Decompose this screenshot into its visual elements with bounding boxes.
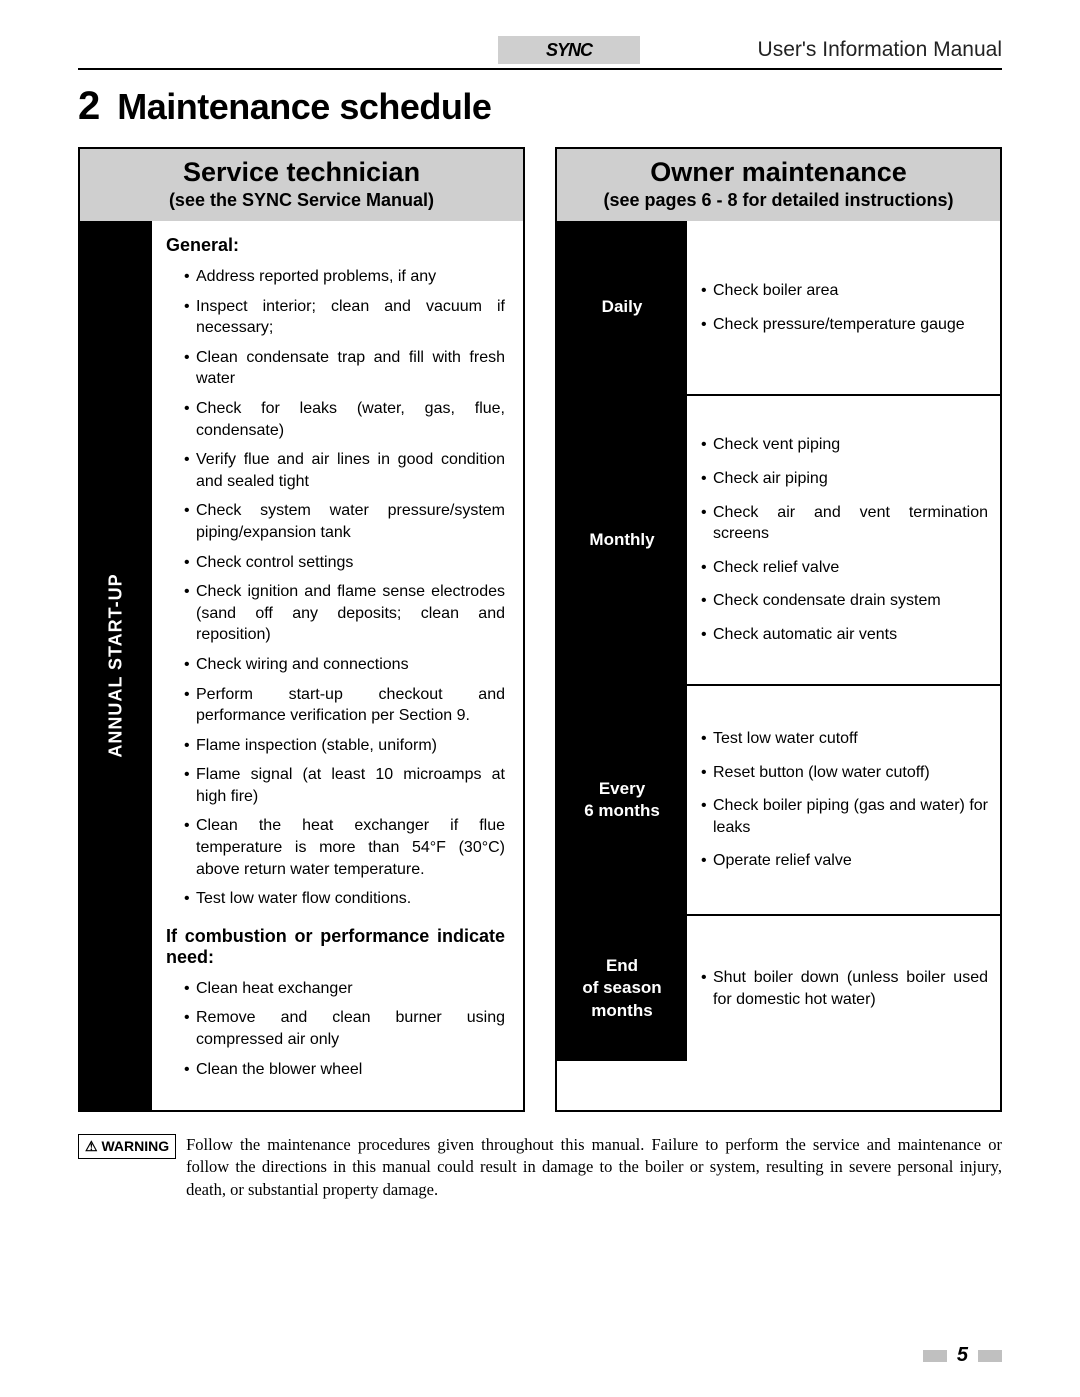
list-item: Clean heat exchanger [184, 978, 505, 1000]
list-item: Check control settings [184, 552, 505, 574]
owner-row-items: Test low water cutoff Reset button (low w… [687, 686, 1000, 914]
owner-rows: Daily Check boiler area Check pressure/tem… [557, 221, 1000, 1110]
manual-title: User's Information Manual [758, 38, 1002, 62]
owner-row: Endof seasonmonths Shut boiler down (unle… [557, 916, 1000, 1061]
list-item: Remove and clean burner using compressed… [184, 1007, 505, 1050]
list-item: Check system water pressure/system pipin… [184, 500, 505, 543]
owner-row-items: Check boiler area Check pressure/temperat… [687, 221, 1000, 394]
columns: Service technician (see the SYNC Service… [78, 147, 1002, 1112]
logo-text: SYNC [546, 40, 592, 61]
service-title: Service technician [86, 157, 517, 188]
list-item: Address reported problems, if any [184, 266, 505, 288]
service-content: General: Address reported problems, if a… [152, 221, 523, 1110]
list-item: Test low water cutoff [699, 728, 988, 750]
page-number: 5 [957, 1344, 968, 1367]
list-item: Check relief valve [699, 557, 988, 579]
list-item: Flame signal (at least 10 microamps at h… [184, 764, 505, 807]
service-body: ANNUAL START-UP General: Address reporte… [80, 221, 523, 1110]
owner-row-label: Daily [557, 221, 687, 394]
combustion-heading: If combustion or performance indicate ne… [166, 926, 505, 968]
list-item: Check wiring and connections [184, 654, 505, 676]
list-item: Check air piping [699, 468, 988, 490]
general-list: Address reported problems, if any Inspect… [166, 266, 505, 910]
service-rail: ANNUAL START-UP [80, 221, 152, 1110]
owner-row-items: Check vent piping Check air piping Check a… [687, 396, 1000, 684]
list-item: Check for leaks (water, gas, flue, conde… [184, 398, 505, 441]
list-item: Reset button (low water cutoff) [699, 762, 988, 784]
service-rail-text: ANNUAL START-UP [106, 573, 127, 757]
list-item: Test low water flow conditions. [184, 888, 505, 910]
owner-subtitle: (see pages 6 - 8 for detailed instructio… [563, 190, 994, 211]
chapter-title: Maintenance schedule [117, 86, 491, 127]
chapter-number: 2 [78, 84, 100, 128]
service-column: Service technician (see the SYNC Service… [78, 147, 525, 1112]
list-item: Check air and vent termination screens [699, 502, 988, 545]
owner-row-items: Shut boiler down (unless boiler used for… [687, 916, 1000, 1061]
page-bar-left [923, 1350, 947, 1362]
list-item: Inspect interior; clean and vacuum if ne… [184, 296, 505, 339]
page-header: SYNC User's Information Manual [78, 36, 1002, 70]
chapter-heading: 2 Maintenance schedule [78, 84, 1002, 129]
warning-block: ⚠ WARNING Follow the maintenance procedu… [78, 1134, 1002, 1201]
owner-row-label: Every6 months [557, 686, 687, 914]
general-heading: General: [166, 235, 505, 256]
list-item: Shut boiler down (unless boiler used for… [699, 967, 988, 1010]
list-item: Check vent piping [699, 434, 988, 456]
list-item: Clean the blower wheel [184, 1059, 505, 1081]
owner-row: Monthly Check vent piping Check air piping… [557, 396, 1000, 686]
list-item: Check condensate drain system [699, 590, 988, 612]
owner-row: Daily Check boiler area Check pressure/tem… [557, 221, 1000, 396]
page-number-block: 5 [923, 1344, 1002, 1367]
warning-badge: ⚠ WARNING [78, 1134, 176, 1159]
owner-column: Owner maintenance (see pages 6 - 8 for d… [555, 147, 1002, 1112]
service-header: Service technician (see the SYNC Service… [80, 149, 523, 221]
list-item: Perform start-up checkout and performanc… [184, 684, 505, 727]
owner-header: Owner maintenance (see pages 6 - 8 for d… [557, 149, 1000, 221]
combustion-list: Clean heat exchanger Remove and clean bur… [166, 978, 505, 1080]
list-item: Clean the heat exchanger if flue tempera… [184, 815, 505, 880]
owner-title: Owner maintenance [563, 157, 994, 188]
list-item: Check automatic air vents [699, 624, 988, 646]
list-item: Check boiler area [699, 280, 988, 302]
list-item: Flame inspection (stable, uniform) [184, 735, 505, 757]
warning-text: Follow the maintenance procedures given … [186, 1134, 1002, 1201]
list-item: Check ignition and flame sense electrode… [184, 581, 505, 646]
list-item: Check boiler piping (gas and water) for … [699, 795, 988, 838]
list-item: Clean condensate trap and fill with fres… [184, 347, 505, 390]
page-bar-right [978, 1350, 1002, 1362]
owner-body: Daily Check boiler area Check pressure/tem… [557, 221, 1000, 1110]
owner-row-label: Monthly [557, 396, 687, 684]
owner-row: Every6 months Test low water cutoff Reset … [557, 686, 1000, 916]
sync-logo: SYNC [498, 36, 640, 64]
list-item: Operate relief valve [699, 850, 988, 872]
list-item: Verify flue and air lines in good condit… [184, 449, 505, 492]
owner-row-label: Endof seasonmonths [557, 916, 687, 1061]
list-item: Check pressure/temperature gauge [699, 314, 988, 336]
service-subtitle: (see the SYNC Service Manual) [86, 190, 517, 211]
